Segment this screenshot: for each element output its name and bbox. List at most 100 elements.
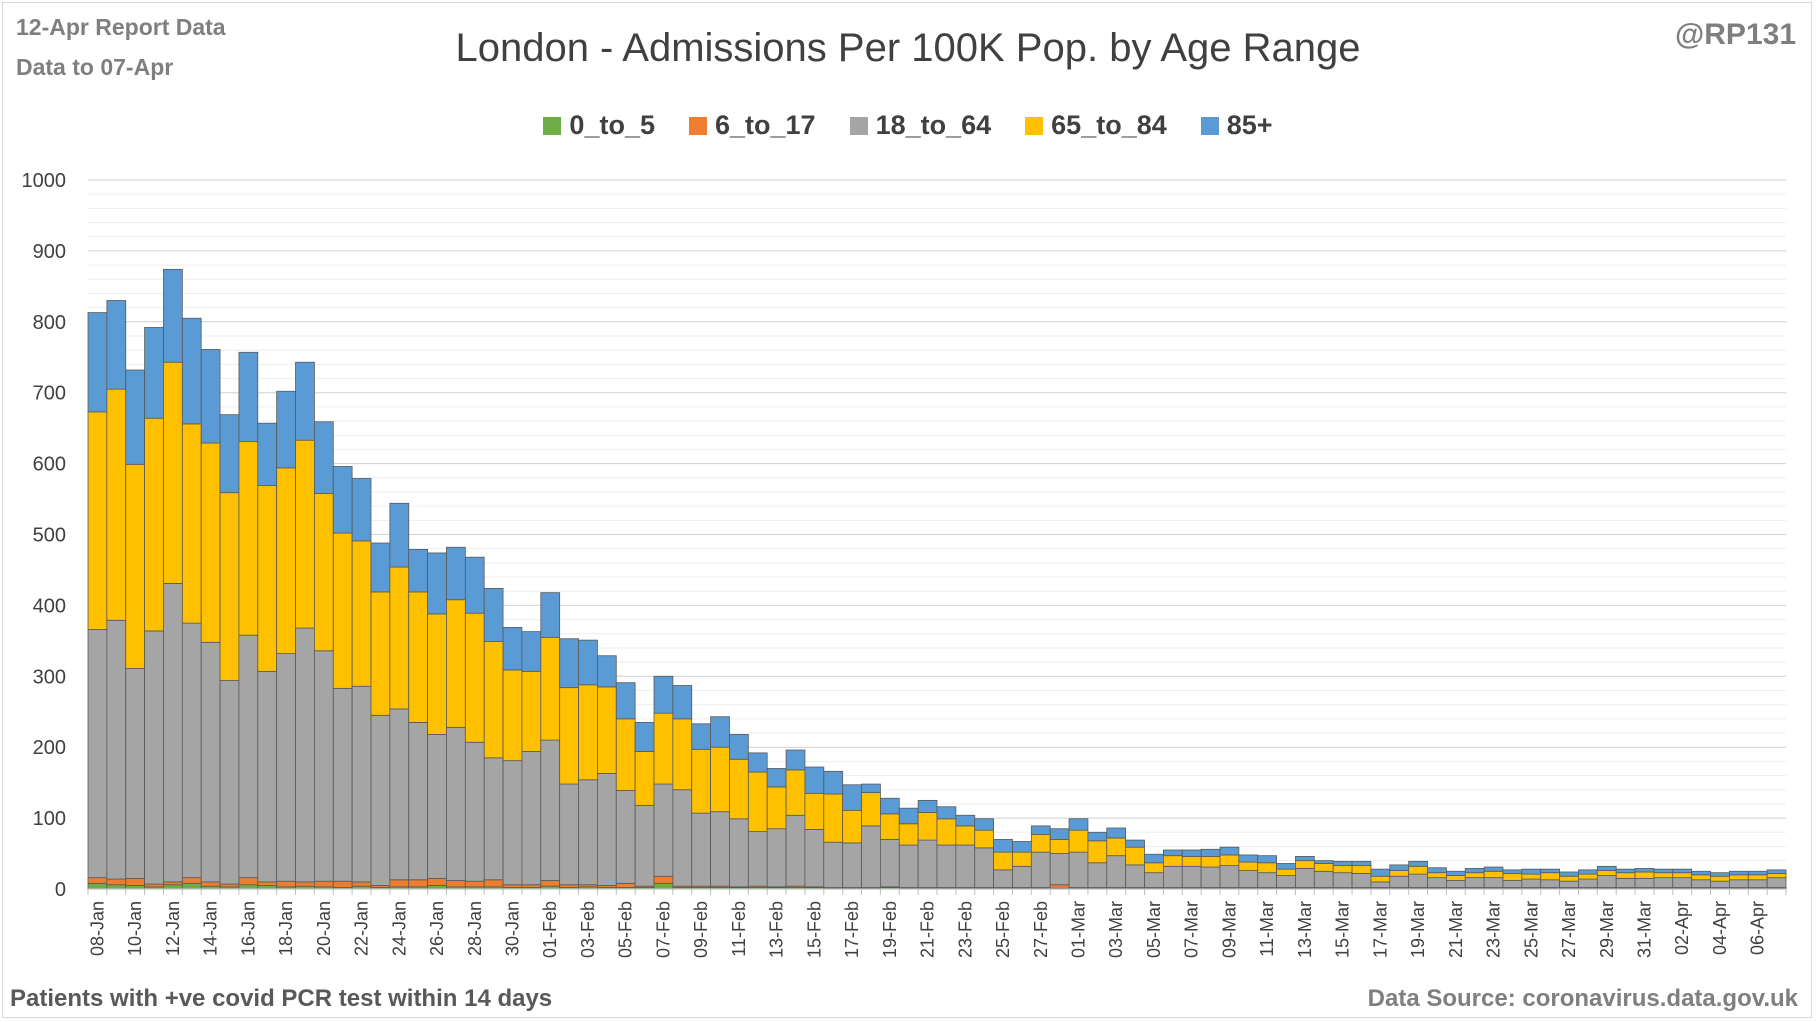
bar-segment-18-to-64 — [1408, 873, 1428, 888]
bar-segment-65-to-84 — [1295, 860, 1315, 869]
bar-segment-6-to-17 — [313, 880, 334, 888]
bar-segment-85- — [1389, 864, 1410, 871]
x-tick-label: 23-Feb — [955, 901, 975, 958]
bar-segment-85- — [1163, 849, 1183, 857]
bar-segment-85- — [313, 421, 334, 494]
bar-segment-85- — [125, 369, 145, 465]
bar-segment-18-to-64 — [313, 650, 334, 882]
bar-segment-65-to-84 — [729, 758, 749, 820]
bar-segment-65-to-84 — [1483, 870, 1504, 879]
legend-label-6-to-17: 6_to_17 — [714, 110, 816, 140]
x-tick-label: 16-Jan — [238, 901, 258, 956]
bar-segment-65-to-84 — [1502, 873, 1523, 881]
bar-segment-85- — [1181, 849, 1202, 857]
bar-segment-65-to-84 — [219, 492, 240, 681]
bar-segment-65-to-84 — [1370, 875, 1391, 883]
bar-segment-18-to-64 — [181, 622, 202, 879]
bar-segment-65-to-84 — [615, 718, 636, 791]
x-tick-label: 28-Jan — [465, 901, 485, 956]
bar-segment-85- — [295, 361, 315, 441]
bar-segment-18-to-64 — [1483, 877, 1504, 888]
bar-segment-18-to-64 — [1200, 866, 1221, 888]
bar-segment-18-to-64 — [219, 680, 240, 885]
bar-segment-85- — [653, 675, 674, 714]
bar-segment-85- — [672, 685, 693, 720]
bar-segment-18-to-64 — [1370, 881, 1391, 888]
bar-segment-18-to-64 — [200, 641, 221, 883]
bar-segment-65-to-84 — [1181, 855, 1202, 867]
bar-segment-65-to-84 — [483, 641, 504, 759]
bar-segment-18-to-64 — [483, 757, 504, 881]
bar-segment-65-to-84 — [181, 423, 202, 624]
bar-segment-65-to-84 — [1653, 872, 1674, 879]
bar-segment-85- — [1087, 831, 1108, 842]
bar-segment-85- — [483, 587, 504, 642]
bar-segment-85- — [1446, 870, 1466, 876]
bar-segment-65-to-84 — [672, 718, 693, 791]
legend-label-0-to-5: 0_to_5 — [569, 110, 655, 140]
bar-segment-0-to-5 — [106, 884, 127, 890]
bar-segment-85- — [1106, 827, 1127, 839]
bar-segment-85- — [1502, 869, 1523, 874]
x-tick-label: 03-Mar — [1106, 901, 1126, 958]
bar-segment-18-to-64 — [238, 634, 259, 879]
footer-note: Patients with +ve covid PCR test within … — [10, 985, 553, 1012]
bar-segment-6-to-17 — [446, 880, 466, 888]
bar-segment-6-to-17 — [559, 884, 579, 888]
legend-swatch-0-to-5 — [543, 116, 562, 135]
x-tick-label: 08-Jan — [87, 901, 107, 956]
bar-segment-18-to-64 — [1672, 877, 1693, 888]
bar-segment-65-to-84 — [804, 792, 825, 830]
bar-segment-0-to-5 — [653, 882, 674, 890]
bar-segment-85- — [257, 422, 278, 486]
bar-segment-65-to-84 — [1068, 829, 1089, 853]
bar-segment-18-to-64 — [1653, 877, 1674, 888]
bar-segment-85- — [540, 592, 561, 638]
bar-segment-85- — [219, 414, 240, 494]
bar-segment-65-to-84 — [653, 712, 674, 785]
bar-segment-85- — [880, 797, 900, 815]
legend-swatch-85-plus — [1200, 116, 1219, 135]
x-tick-label: 19-Feb — [880, 901, 900, 958]
x-tick-label: 26-Jan — [427, 901, 447, 956]
bar-segment-65-to-84 — [1106, 837, 1127, 857]
bar-segment-65-to-84 — [313, 492, 334, 652]
bar-segment-6-to-17 — [106, 878, 127, 886]
legend-item-0-to-5: 0_to_5 — [543, 110, 655, 141]
bar-segment-65-to-84 — [1163, 855, 1183, 867]
bar-segment-85- — [1521, 868, 1542, 875]
bar-segment-85- — [898, 807, 919, 825]
bar-segment-18-to-64 — [955, 844, 976, 888]
bar-segment-18-to-64 — [540, 739, 561, 881]
bar-segment-18-to-64 — [823, 841, 844, 888]
x-tick-label: 23-Mar — [1484, 901, 1504, 958]
x-tick-label: 13-Feb — [767, 901, 787, 958]
bar-segment-65-to-84 — [238, 441, 259, 636]
bar-segment-18-to-64 — [1691, 879, 1711, 888]
x-tick-label: 05-Mar — [1144, 901, 1164, 958]
x-tick-label: 21-Feb — [918, 901, 938, 958]
x-tick-label: 25-Feb — [993, 901, 1013, 958]
bar-segment-85- — [1634, 868, 1655, 873]
bar-segment-85- — [276, 390, 296, 469]
bar-segment-65-to-84 — [106, 388, 127, 621]
y-tick-label: 0 — [55, 879, 66, 901]
bar-segment-6-to-17 — [389, 879, 410, 888]
bar-segment-65-to-84 — [710, 746, 730, 813]
bar-segment-18-to-64 — [672, 789, 693, 887]
bar-segment-65-to-84 — [1634, 871, 1655, 879]
bar-segment-18-to-64 — [1030, 851, 1051, 888]
bar-segment-85- — [502, 626, 523, 671]
x-tick-label: 27-Mar — [1559, 901, 1579, 958]
bar-segment-65-to-84 — [1049, 838, 1070, 854]
bar-segment-85- — [1219, 846, 1240, 856]
bar-segment-65-to-84 — [1747, 874, 1768, 881]
bar-segment-6-to-17 — [653, 875, 674, 884]
y-tick-label: 1000 — [22, 170, 67, 192]
bar-segment-65-to-84 — [163, 361, 183, 584]
bar-segment-6-to-17 — [427, 877, 447, 886]
y-tick-label: 200 — [33, 737, 66, 759]
bar-segment-18-to-64 — [1087, 862, 1108, 888]
y-tick-label: 700 — [33, 383, 66, 405]
x-tick-label: 07-Feb — [653, 901, 673, 958]
